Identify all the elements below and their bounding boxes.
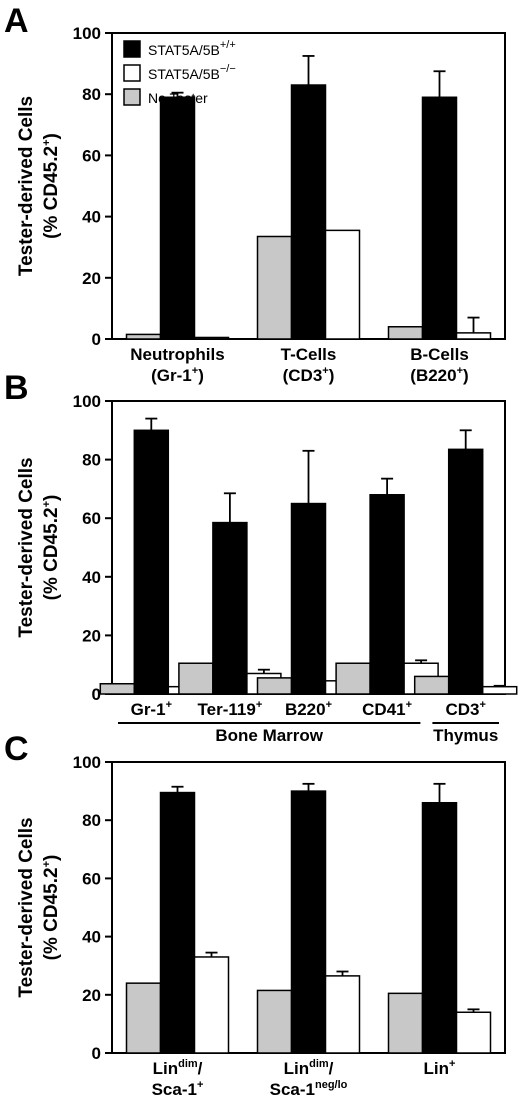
y-tick-label: 60 (82, 869, 101, 888)
y-axis-label: Tester-derived Cells (% CD45.2+) (16, 457, 62, 637)
x-category-label: B220+ (285, 699, 332, 719)
x-category-label: CD3+ (445, 699, 485, 719)
y-axis-label: Tester-derived Cells (% CD45.2+) (16, 96, 62, 276)
bar-group (99, 417, 204, 695)
bar (290, 790, 327, 1054)
bar-group (178, 492, 282, 695)
x-category-label-line2: Sca-1+ (152, 1079, 204, 1099)
group-label: Thymus (433, 726, 498, 745)
bar (159, 96, 196, 340)
bar (99, 682, 136, 695)
bar-group (387, 782, 492, 1054)
y-axis-label-line2: (% CD45.2+) (41, 495, 62, 601)
y-tick-label: 20 (82, 986, 101, 1005)
legend-entry-label: No Tester (148, 90, 208, 106)
bar-group (335, 477, 439, 695)
y-axis-label-line2: (% CD45.2+) (41, 855, 62, 961)
bar (256, 989, 293, 1054)
x-category-label: Lindim/ (153, 1058, 203, 1078)
x-category-label: Ter-119+ (198, 699, 263, 719)
bar (369, 494, 405, 695)
bar (159, 791, 196, 1054)
panel-letter: A (4, 2, 29, 40)
bar (421, 801, 458, 1054)
y-tick-label: 100 (73, 753, 101, 772)
y-axis-label-line1: Tester-derived Cells (16, 457, 37, 637)
legend-entry-label: STAT5A/5B−/− (148, 63, 236, 82)
group-label: Bone Marrow (215, 726, 323, 745)
bar (413, 675, 450, 695)
y-tick-label: 20 (82, 626, 101, 645)
bar (335, 662, 371, 695)
bar-group (413, 429, 518, 695)
x-category-label-line2: (Gr-1+) (151, 365, 204, 385)
y-tick-label: 0 (92, 685, 101, 704)
legend-swatch (123, 40, 141, 58)
y-tick-label: 60 (82, 146, 101, 165)
bar-group (387, 70, 492, 340)
bar (125, 333, 162, 340)
y-tick-label: 60 (82, 509, 101, 528)
y-axis-label: Tester-derived Cells (% CD45.2+) (16, 817, 62, 997)
y-tick-label: 20 (82, 269, 101, 288)
bar (290, 84, 327, 340)
bar-group (125, 91, 230, 340)
panel-b: B 0 20 40 60 80 100 Tester-derived Cells (% CD45… (4, 369, 518, 745)
x-category-label-line2: (B220+) (410, 365, 468, 385)
y-axis-label-line1: Tester-derived Cells (16, 817, 37, 997)
x-category-label: Lin+ (424, 1058, 456, 1078)
legend-entry-label: STAT5A/5B+/+ (148, 39, 236, 58)
bar-group (256, 55, 361, 340)
y-tick-label: 0 (92, 330, 101, 349)
x-category-label-line2: Sca-1neg/lo (270, 1079, 348, 1099)
bar (133, 429, 170, 695)
y-axis-label-line1: Tester-derived Cells (16, 96, 37, 276)
bar (178, 662, 214, 695)
panel-a: A 0 20 40 60 80 100 Tester-derived Cells (% CD45… (4, 2, 506, 385)
bar (481, 685, 518, 695)
y-tick-label: 100 (73, 24, 101, 43)
bar (193, 956, 230, 1054)
x-category-label-line2: (CD3+) (283, 365, 335, 385)
bar (387, 992, 424, 1054)
bar (212, 521, 248, 695)
x-category-label: B-Cells (410, 345, 469, 364)
panel-letter: C (4, 730, 29, 768)
legend-swatch (123, 64, 141, 82)
bar (290, 502, 327, 695)
bar (387, 326, 424, 340)
y-tick-label: 40 (82, 208, 101, 227)
bar (256, 235, 293, 340)
bar (421, 96, 458, 340)
bar (455, 332, 492, 340)
y-tick-label: 40 (82, 568, 101, 587)
y-tick-label: 80 (82, 451, 101, 470)
panel-letter: B (4, 369, 29, 407)
y-tick-label: 80 (82, 811, 101, 830)
panel-c: C 0 20 40 60 80 100 Tester-derived Cells (% CD45… (4, 730, 506, 1099)
bar-group (256, 449, 361, 695)
bar (324, 975, 361, 1054)
bar-group (256, 782, 361, 1054)
bar (455, 1011, 492, 1054)
legend-swatch (123, 88, 141, 106)
x-category-label: Gr-1+ (131, 699, 172, 719)
bar (256, 677, 293, 695)
x-category-label: Neutrophils (130, 345, 224, 364)
y-tick-label: 0 (92, 1044, 101, 1063)
x-category-label: Lindim/ (284, 1058, 334, 1078)
bar (447, 448, 484, 695)
bar (324, 229, 361, 340)
y-tick-label: 80 (82, 85, 101, 104)
y-axis-label-line2: (% CD45.2+) (41, 133, 62, 239)
y-tick-label: 100 (73, 392, 101, 411)
legend: STAT5A/5B+/+ STAT5A/5B−/− No Tester (123, 39, 236, 106)
bar (193, 336, 230, 340)
bar-group (125, 785, 230, 1054)
y-tick-label: 40 (82, 928, 101, 947)
x-category-label: T-Cells (281, 345, 337, 364)
bar (125, 982, 162, 1054)
x-category-label: CD41+ (362, 699, 412, 719)
